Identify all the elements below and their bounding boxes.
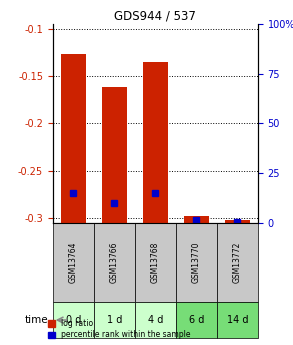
Text: 0 d: 0 d [66, 315, 81, 325]
Text: GSM13770: GSM13770 [192, 241, 201, 283]
Text: time: time [24, 315, 48, 325]
Bar [135, 302, 176, 338]
Text: 14 d: 14 d [226, 315, 248, 325]
Text: GSM13766: GSM13766 [110, 241, 119, 283]
Text: 4 d: 4 d [148, 315, 163, 325]
Bar [184, 216, 209, 223]
Bar [135, 223, 176, 302]
Bar [53, 223, 94, 302]
Title: GDS944 / 537: GDS944 / 537 [114, 10, 196, 23]
Bar [102, 87, 127, 223]
Text: GSM13764: GSM13764 [69, 241, 78, 283]
Bar [217, 223, 258, 302]
Bar [225, 220, 250, 223]
Bar [176, 302, 217, 338]
Bar [176, 223, 217, 302]
Bar [61, 55, 86, 223]
Bar [94, 223, 135, 302]
Bar [53, 302, 94, 338]
Text: 6 d: 6 d [189, 315, 204, 325]
Bar [143, 62, 168, 223]
Legend: log ratio, percentile rank within the sample: log ratio, percentile rank within the sa… [48, 319, 190, 339]
Bar [217, 302, 258, 338]
Text: GSM13772: GSM13772 [233, 241, 242, 283]
Text: 1 d: 1 d [107, 315, 122, 325]
Text: GSM13768: GSM13768 [151, 241, 160, 283]
Bar [94, 302, 135, 338]
